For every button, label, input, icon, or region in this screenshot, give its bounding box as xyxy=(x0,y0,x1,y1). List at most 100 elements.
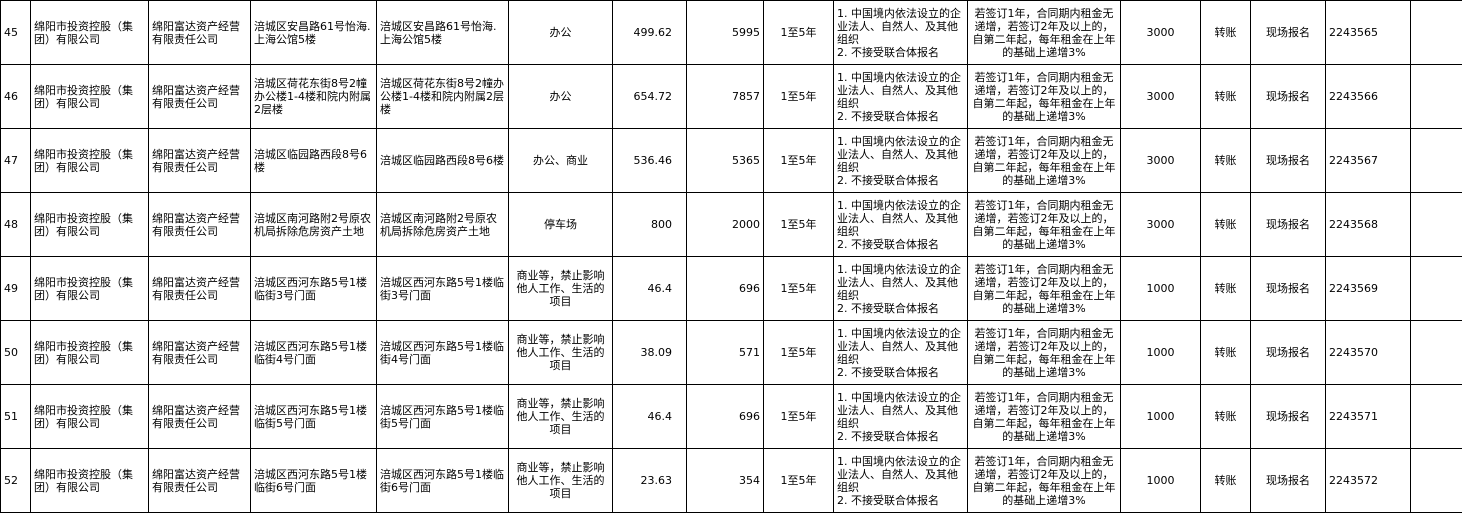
empty-cell xyxy=(1410,256,1462,321)
usage: 商业等，禁止影响他人工作、生活的项目 xyxy=(508,320,613,385)
table-row: 45 绵阳市投资控股（集团）有限公司 绵阳富达资产经营有限责任公司 涪城区安昌路61号… xyxy=(0,0,1462,65)
term: 1至5年 xyxy=(763,448,834,513)
area: 23.63 xyxy=(612,448,687,513)
deposit: 3000 xyxy=(1120,64,1201,129)
method: 现场报名 xyxy=(1250,192,1326,257)
area: 654.72 xyxy=(612,64,687,129)
owner: 绵阳市投资控股（集团）有限公司 xyxy=(30,0,149,65)
rent-increase: 若签订1年，合同期内租金无递增，若签订2年及以上的，自第二年起，每年租金在上年的… xyxy=(967,256,1121,321)
method: 现场报名 xyxy=(1250,0,1326,65)
usage: 办公、商业 xyxy=(508,128,613,193)
deposit: 3000 xyxy=(1120,0,1201,65)
conditions: 1. 中国境内依法设立的企业法人、自然人、及其他组织 2. 不接受联合体报名 xyxy=(833,448,968,513)
location-detail: 涪城区西河东路5号1楼临街4号门面 xyxy=(376,320,509,385)
payment: 转账 xyxy=(1200,64,1251,129)
empty-cell xyxy=(1410,128,1462,193)
location: 涪城区西河东路5号1楼临街6号门面 xyxy=(250,448,377,513)
location-detail: 涪城区西河东路5号1楼临街3号门面 xyxy=(376,256,509,321)
price: 5365 xyxy=(686,128,764,193)
manager: 绵阳富达资产经营有限责任公司 xyxy=(148,256,251,321)
term: 1至5年 xyxy=(763,192,834,257)
conditions: 1. 中国境内依法设立的企业法人、自然人、及其他组织 2. 不接受联合体报名 xyxy=(833,384,968,449)
price: 7857 xyxy=(686,64,764,129)
method: 现场报名 xyxy=(1250,448,1326,513)
owner: 绵阳市投资控股（集团）有限公司 xyxy=(30,320,149,385)
rent-increase: 若签订1年，合同期内租金无递增，若签订2年及以上的，自第二年起，每年租金在上年的… xyxy=(967,448,1121,513)
conditions: 1. 中国境内依法设立的企业法人、自然人、及其他组织 2. 不接受联合体报名 xyxy=(833,320,968,385)
row-number: 48 xyxy=(0,192,31,257)
empty-cell xyxy=(1410,320,1462,385)
area: 499.62 xyxy=(612,0,687,65)
term: 1至5年 xyxy=(763,128,834,193)
empty-cell xyxy=(1410,0,1462,65)
empty-cell xyxy=(1410,64,1462,129)
project-code: 2243567 xyxy=(1325,128,1411,193)
empty-cell xyxy=(1410,384,1462,449)
location-detail: 涪城区临园路西段8号6楼 xyxy=(376,128,509,193)
owner: 绵阳市投资控股（集团）有限公司 xyxy=(30,64,149,129)
method: 现场报名 xyxy=(1250,256,1326,321)
project-code: 2243569 xyxy=(1325,256,1411,321)
payment: 转账 xyxy=(1200,320,1251,385)
usage: 商业等，禁止影响他人工作、生活的项目 xyxy=(508,256,613,321)
term: 1至5年 xyxy=(763,64,834,129)
location: 涪城区西河东路5号1楼临街4号门面 xyxy=(250,320,377,385)
area: 46.4 xyxy=(612,384,687,449)
location-detail: 涪城区西河东路5号1楼临街6号门面 xyxy=(376,448,509,513)
owner: 绵阳市投资控股（集团）有限公司 xyxy=(30,128,149,193)
rent-increase: 若签订1年，合同期内租金无递增，若签订2年及以上的，自第二年起，每年租金在上年的… xyxy=(967,64,1121,129)
term: 1至5年 xyxy=(763,320,834,385)
table-row: 49 绵阳市投资控股（集团）有限公司 绵阳富达资产经营有限责任公司 涪城区西河东路5号… xyxy=(0,256,1462,321)
price: 696 xyxy=(686,256,764,321)
rent-increase: 若签订1年，合同期内租金无递增，若签订2年及以上的，自第二年起，每年租金在上年的… xyxy=(967,320,1121,385)
row-number: 51 xyxy=(0,384,31,449)
deposit: 1000 xyxy=(1120,448,1201,513)
payment: 转账 xyxy=(1200,384,1251,449)
payment: 转账 xyxy=(1200,256,1251,321)
deposit: 1000 xyxy=(1120,256,1201,321)
term: 1至5年 xyxy=(763,0,834,65)
table-row: 46 绵阳市投资控股（集团）有限公司 绵阳富达资产经营有限责任公司 涪城区荷花东街8号… xyxy=(0,64,1462,129)
method: 现场报名 xyxy=(1250,64,1326,129)
price: 354 xyxy=(686,448,764,513)
owner: 绵阳市投资控股（集团）有限公司 xyxy=(30,256,149,321)
deposit: 1000 xyxy=(1120,384,1201,449)
location: 涪城区荷花东街8号2幢办公楼1-4楼和院内附属2层楼 xyxy=(250,64,377,129)
location: 涪城区安昌路61号怡海.上海公馆5楼 xyxy=(250,0,377,65)
table-row: 51 绵阳市投资控股（集团）有限公司 绵阳富达资产经营有限责任公司 涪城区西河东路5号… xyxy=(0,384,1462,449)
location-detail: 涪城区安昌路61号怡海.上海公馆5楼 xyxy=(376,0,509,65)
payment: 转账 xyxy=(1200,0,1251,65)
rent-increase: 若签订1年，合同期内租金无递增，若签订2年及以上的，自第二年起，每年租金在上年的… xyxy=(967,128,1121,193)
area: 536.46 xyxy=(612,128,687,193)
payment: 转账 xyxy=(1200,192,1251,257)
usage: 商业等，禁止影响他人工作、生活的项目 xyxy=(508,384,613,449)
manager: 绵阳富达资产经营有限责任公司 xyxy=(148,448,251,513)
table-row: 52 绵阳市投资控股（集团）有限公司 绵阳富达资产经营有限责任公司 涪城区西河东路5号… xyxy=(0,448,1462,513)
rent-increase: 若签订1年，合同期内租金无递增，若签订2年及以上的，自第二年起，每年租金在上年的… xyxy=(967,0,1121,65)
project-code: 2243568 xyxy=(1325,192,1411,257)
table-row: 48 绵阳市投资控股（集团）有限公司 绵阳富达资产经营有限责任公司 涪城区南河路附2号… xyxy=(0,192,1462,257)
location-detail: 涪城区南河路附2号原农机局拆除危房资产土地 xyxy=(376,192,509,257)
method: 现场报名 xyxy=(1250,320,1326,385)
conditions: 1. 中国境内依法设立的企业法人、自然人、及其他组织 2. 不接受联合体报名 xyxy=(833,192,968,257)
manager: 绵阳富达资产经营有限责任公司 xyxy=(148,128,251,193)
conditions: 1. 中国境内依法设立的企业法人、自然人、及其他组织 2. 不接受联合体报名 xyxy=(833,256,968,321)
rent-increase: 若签订1年，合同期内租金无递增，若签订2年及以上的，自第二年起，每年租金在上年的… xyxy=(967,384,1121,449)
owner: 绵阳市投资控股（集团）有限公司 xyxy=(30,384,149,449)
method: 现场报名 xyxy=(1250,128,1326,193)
manager: 绵阳富达资产经营有限责任公司 xyxy=(148,320,251,385)
location: 涪城区南河路附2号原农机局拆除危房资产土地 xyxy=(250,192,377,257)
deposit: 3000 xyxy=(1120,128,1201,193)
method: 现场报名 xyxy=(1250,384,1326,449)
location-detail: 涪城区西河东路5号1楼临街5号门面 xyxy=(376,384,509,449)
area: 46.4 xyxy=(612,256,687,321)
manager: 绵阳富达资产经营有限责任公司 xyxy=(148,192,251,257)
project-code: 2243572 xyxy=(1325,448,1411,513)
project-code: 2243565 xyxy=(1325,0,1411,65)
deposit: 1000 xyxy=(1120,320,1201,385)
area: 38.09 xyxy=(612,320,687,385)
price: 5995 xyxy=(686,0,764,65)
